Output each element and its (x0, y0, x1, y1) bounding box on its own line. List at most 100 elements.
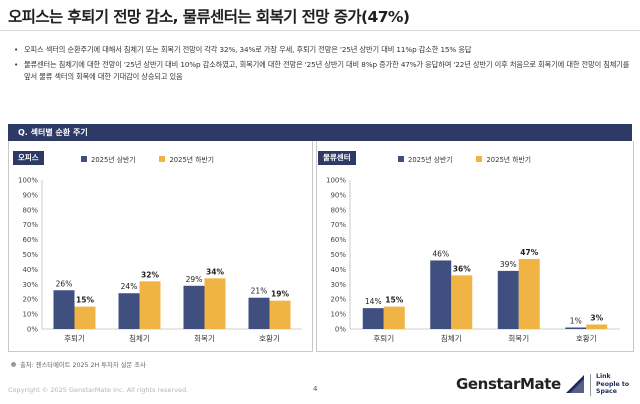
data-label: 14% (365, 297, 382, 306)
y-tick-label: 30% (330, 281, 346, 289)
summary-bullets: 오피스 섹터의 순환주기에 대해서 침체기 또는 회복기 전망이 각각 32%,… (14, 44, 634, 86)
bar-h2 (204, 278, 226, 329)
bar-h1 (565, 327, 587, 329)
legend-h2: 2025년 하반기 (159, 154, 214, 164)
bar-h1 (118, 293, 140, 329)
y-tick-label: 30% (22, 281, 38, 289)
y-tick-label: 40% (330, 266, 346, 274)
y-tick-label: 20% (330, 296, 346, 304)
brand-mark-icon (566, 375, 584, 393)
x-category-label: 회복기 (194, 334, 215, 343)
data-label: 32% (141, 270, 159, 279)
x-category-label: 후퇴기 (373, 334, 394, 343)
legend-h2: 2025년 하반기 (476, 154, 531, 164)
x-category-label: 호황기 (259, 333, 280, 343)
bar-h1 (430, 260, 452, 329)
brand-tagline: Link People to Space (596, 373, 629, 396)
office-legend: 2025년 상반기 2025년 하반기 (81, 154, 238, 164)
data-label: 3% (590, 314, 603, 323)
logistics-legend: 2025년 상반기 2025년 하반기 (398, 154, 555, 164)
bar-h2 (586, 324, 608, 329)
copyright: Copyright © 2025 GenstarMate Inc. All ri… (8, 386, 189, 394)
data-label: 15% (385, 296, 403, 305)
x-category-label: 회복기 (508, 334, 529, 343)
y-tick-label: 40% (22, 266, 38, 274)
bar-h2 (518, 258, 540, 329)
bullet-item: 오피스 섹터의 순환주기에 대해서 침체기 또는 회복기 전망이 각각 32%,… (14, 44, 634, 57)
title-divider (0, 30, 640, 31)
y-tick-label: 80% (22, 206, 38, 214)
y-tick-label: 100% (326, 177, 346, 185)
legend-h1: 2025년 상반기 (81, 154, 135, 164)
legend-label: 2025년 하반기 (486, 156, 531, 164)
legend-label: 2025년 상반기 (91, 156, 136, 164)
x-category-label: 침체기 (441, 333, 462, 343)
brand-separator (590, 374, 591, 396)
logistics-tag: 물류센터 (318, 151, 356, 165)
bullet-item: 물류센터는 침체기에 대한 전망이 '25년 상반기 대비 10%p 감소하였고… (14, 59, 634, 84)
y-tick-label: 20% (22, 296, 38, 304)
x-category-label: 호황기 (576, 333, 597, 343)
office-panel (8, 141, 313, 352)
logistics-panel (316, 141, 634, 352)
data-label: 26% (56, 279, 73, 288)
bar-h2 (139, 281, 161, 329)
y-tick-label: 0% (27, 326, 38, 334)
bar-h2 (269, 300, 291, 329)
y-tick-label: 90% (22, 191, 38, 199)
legend-swatch (81, 156, 87, 162)
data-label: 1% (570, 317, 582, 326)
data-label: 19% (271, 290, 289, 299)
bar-h2 (383, 306, 405, 329)
y-tick-label: 10% (22, 311, 38, 319)
y-tick-label: 100% (18, 177, 38, 185)
y-tick-label: 60% (22, 236, 38, 244)
legend-swatch (476, 156, 483, 162)
y-tick-label: 0% (335, 326, 346, 334)
tagline-line: Link (596, 373, 611, 380)
legend-swatch (159, 156, 166, 162)
source-bullet-icon (11, 362, 16, 367)
y-tick-label: 60% (330, 236, 346, 244)
brand-logo-text: GenstarMate (456, 375, 561, 393)
bar-h1 (362, 308, 384, 329)
page-number: 4 (313, 385, 318, 393)
y-tick-label: 70% (22, 221, 38, 229)
data-label: 15% (76, 296, 94, 305)
y-tick-label: 80% (330, 206, 346, 214)
y-tick-label: 50% (330, 251, 346, 259)
legend-swatch (398, 156, 404, 162)
legend-label: 2025년 상반기 (408, 156, 453, 164)
bar-h1 (183, 285, 205, 329)
data-label: 29% (186, 275, 203, 284)
section-header: Q. 섹터별 순환 주기 (8, 124, 632, 141)
x-category-label: 침체기 (129, 333, 150, 343)
data-label: 34% (206, 267, 224, 276)
office-tag: 오피스 (13, 151, 44, 165)
x-category-label: 후퇴기 (64, 334, 85, 343)
office-chart: 0% 10% 20% 30% 40% 50% 60% 70% 80% 90% 100% 26%15% 후… (18, 177, 302, 343)
bar-h1 (248, 297, 270, 329)
tagline-line: People to (596, 380, 630, 388)
logistics-chart: 0% 10% 20% 30% 40% 50% 60% 70% 80% 90% 100% 14% 15% 후… (326, 177, 620, 343)
data-label: 21% (251, 287, 268, 296)
bar-h2 (451, 275, 473, 329)
data-label: 47% (520, 248, 538, 257)
legend-h1: 2025년 상반기 (398, 154, 452, 164)
source-note: 출처: 젠스타메이트 2025 2H 투자자 설문 조사 (11, 360, 146, 369)
tagline-line: Space (596, 388, 617, 395)
source-text: 출처: 젠스타메이트 2025 2H 투자자 설문 조사 (20, 362, 146, 369)
y-tick-label: 50% (22, 251, 38, 259)
section-header-text: Q. 섹터별 순환 주기 (18, 128, 88, 137)
y-tick-label: 70% (330, 221, 346, 229)
page-title: 오피스는 후퇴기 전망 감소, 물류센터는 회복기 전망 증가(47%) (8, 8, 410, 26)
y-tick-label: 10% (330, 311, 346, 319)
data-label: 24% (121, 282, 138, 291)
data-label: 46% (432, 249, 449, 258)
legend-label: 2025년 하반기 (169, 156, 214, 164)
bar-h1 (497, 270, 519, 329)
y-tick-label: 90% (330, 191, 346, 199)
data-label: 39% (500, 260, 517, 269)
data-label: 36% (453, 264, 471, 273)
bar-h2 (74, 306, 96, 329)
